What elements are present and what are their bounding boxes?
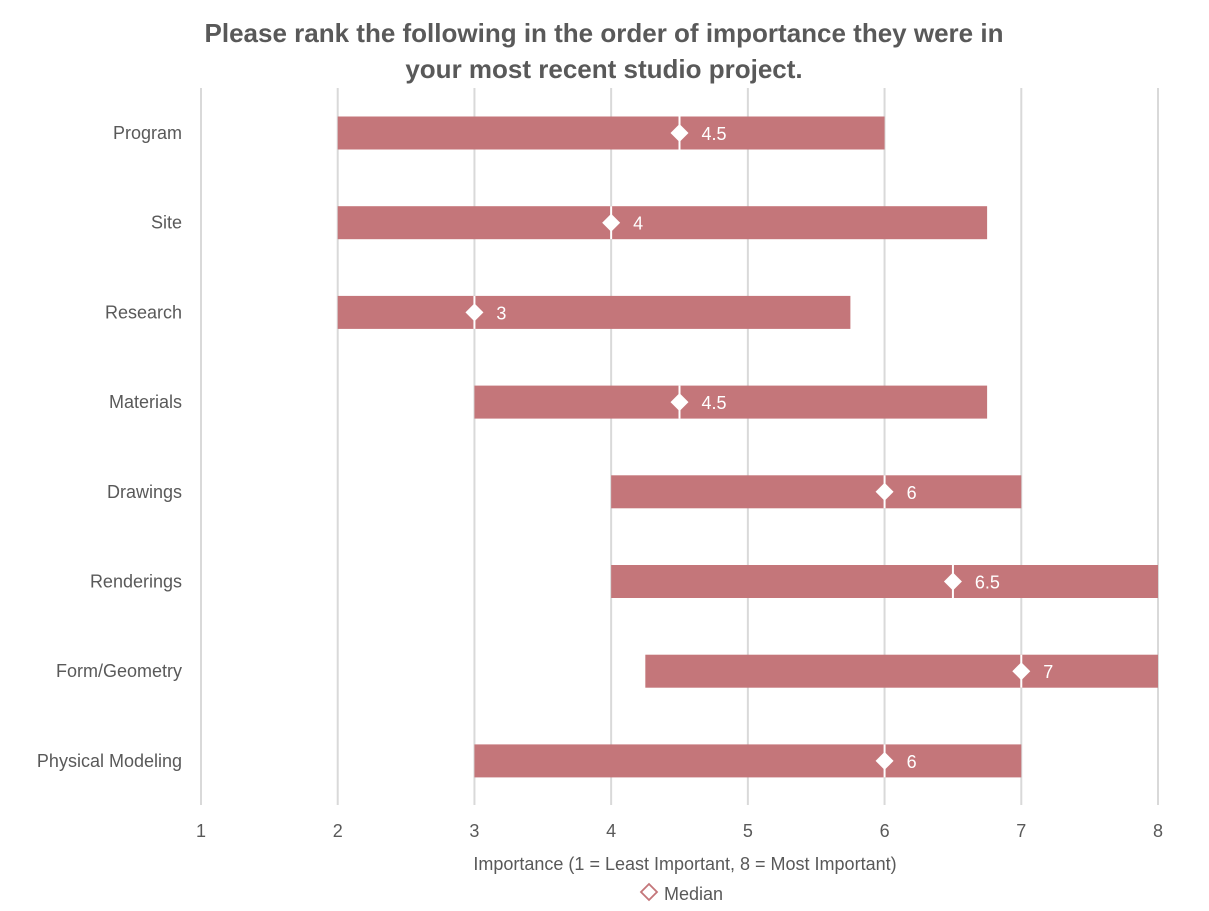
chart-title-line-1: Please rank the following in the order o…: [205, 18, 1004, 48]
range-bar: [645, 654, 1158, 688]
y-category-label: Research: [105, 302, 182, 322]
y-category-label: Site: [151, 213, 182, 233]
median-marker: [670, 393, 689, 412]
median-data-label: 4: [633, 214, 643, 234]
median-data-label: 4.5: [702, 393, 727, 413]
median-marker: [875, 751, 894, 770]
median-data-label: 6: [907, 483, 917, 503]
range-bar: [611, 475, 1022, 509]
median-data-label: 6: [907, 752, 917, 772]
median-data-label: 4.5: [702, 124, 727, 144]
median-data-label: 7: [1043, 662, 1053, 682]
median-marker: [602, 213, 621, 232]
y-category-label: Program: [113, 123, 182, 143]
y-category-label: Form/Geometry: [56, 661, 182, 681]
x-tick-label: 6: [880, 821, 890, 841]
range-bar: [337, 295, 851, 329]
median-marker: [1012, 662, 1031, 681]
x-tick-label: 1: [196, 821, 206, 841]
x-axis-label: Importance (1 = Least Important, 8 = Mos…: [473, 854, 896, 874]
y-category-label: Physical Modeling: [37, 751, 182, 771]
range-bar: [474, 744, 1022, 778]
legend-median-label: Median: [664, 884, 723, 904]
range-bar: [337, 206, 988, 240]
median-data-label: 6.5: [975, 573, 1000, 593]
x-tick-label: 4: [606, 821, 616, 841]
median-data-label: 3: [496, 303, 506, 323]
x-tick-label: 2: [333, 821, 343, 841]
median-marker: [875, 482, 894, 501]
y-category-label: Materials: [109, 392, 182, 412]
x-tick-label: 5: [743, 821, 753, 841]
legend: Median: [639, 882, 723, 904]
legend-median-marker-icon: [639, 882, 659, 902]
x-tick-label: 8: [1153, 821, 1163, 841]
range-bar: [611, 565, 1158, 598]
median-marker: [670, 124, 689, 142]
y-category-label: Renderings: [90, 572, 182, 592]
range-bar: [474, 385, 988, 419]
x-tick-label: 7: [1016, 821, 1026, 841]
x-tick-label: 3: [469, 821, 479, 841]
range-bar: [337, 116, 885, 150]
y-category-label: Drawings: [107, 482, 182, 502]
median-marker: [943, 572, 962, 591]
chart-title-line-2: your most recent studio project.: [405, 54, 802, 84]
median-marker: [465, 303, 484, 322]
